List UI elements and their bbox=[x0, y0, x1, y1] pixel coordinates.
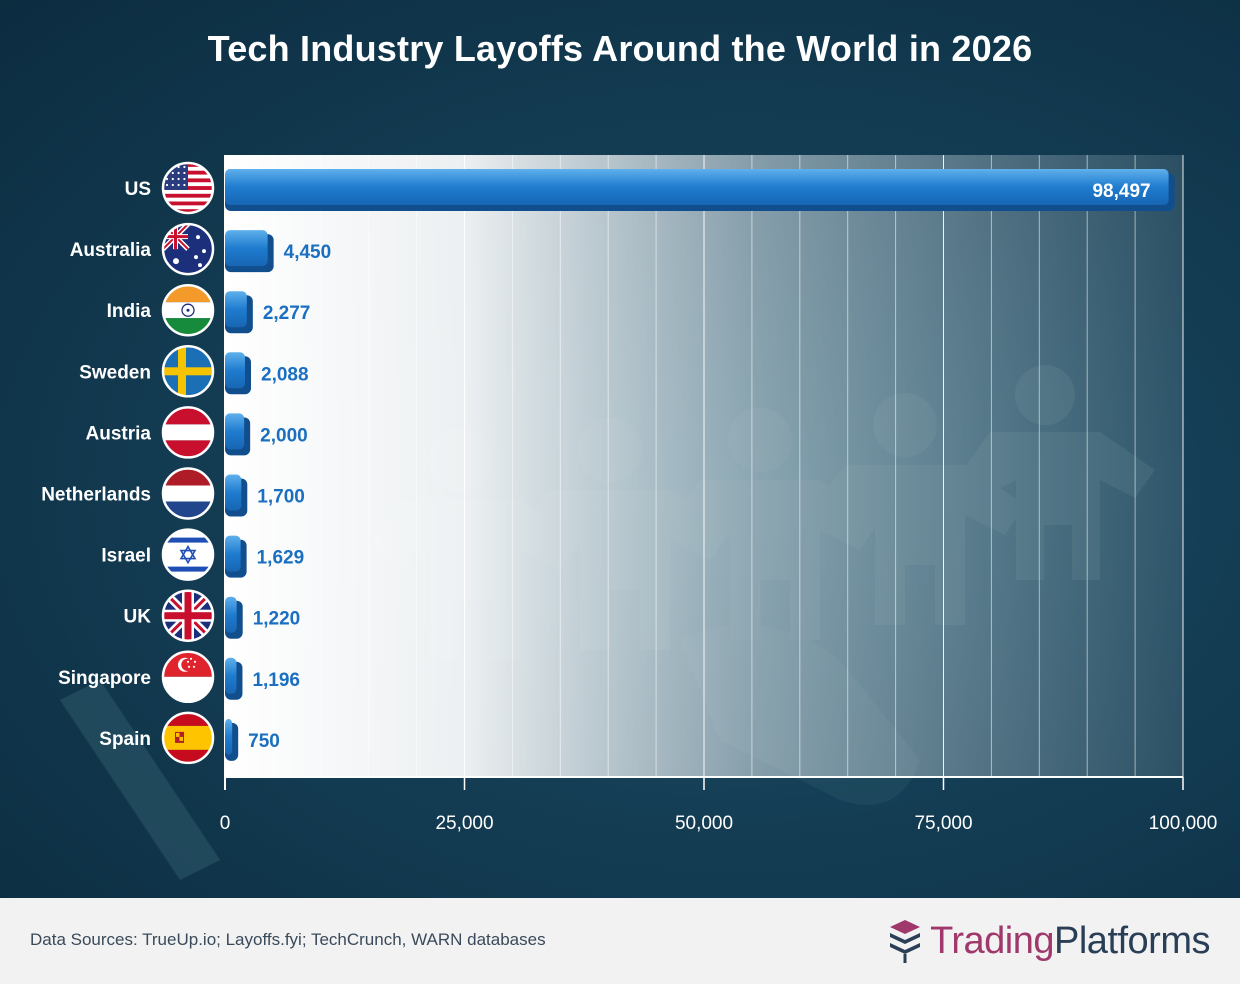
value-label: 1,220 bbox=[253, 609, 301, 630]
sweden-flag-icon bbox=[161, 345, 215, 398]
bar-face bbox=[225, 657, 237, 694]
brand-logo[interactable]: TradingPlatforms bbox=[888, 916, 1210, 966]
bar-us: 98,497 bbox=[225, 169, 1175, 211]
value-label: 750 bbox=[248, 731, 280, 752]
bar-face bbox=[225, 169, 1169, 205]
bar-uk: 1,220 bbox=[225, 596, 301, 639]
bar-face bbox=[225, 352, 246, 389]
chart-stage: Tech Industry Layoffs Around the World i… bbox=[0, 0, 1240, 898]
x-tick-label: 75,000 bbox=[914, 813, 972, 834]
bar-singapore: 1,196 bbox=[225, 657, 300, 700]
category-label: Austria bbox=[86, 423, 152, 444]
netherlands-flag-icon bbox=[161, 467, 215, 520]
x-tick-label: 100,000 bbox=[1149, 813, 1218, 834]
bar-face bbox=[225, 230, 268, 267]
category-label: Singapore bbox=[58, 668, 151, 689]
australia-flag-icon bbox=[161, 222, 215, 276]
austria-flag-icon bbox=[161, 406, 215, 459]
x-ticks: 0 25,000 50,000 75,000 100,000 bbox=[220, 777, 1218, 834]
us-flag-icon bbox=[161, 161, 215, 215]
bar-face bbox=[225, 413, 245, 450]
category-label: Spain bbox=[99, 729, 151, 750]
bar-chart: 0 25,000 50,000 75,000 100,000 98,497 4,450 2,… bbox=[41, 155, 1218, 834]
value-label: 98,497 bbox=[1092, 181, 1150, 202]
bar-spain: 750 bbox=[225, 718, 280, 761]
x-tick-label: 25,000 bbox=[435, 813, 493, 834]
uk-flag-icon bbox=[161, 589, 215, 642]
value-label: 2,088 bbox=[261, 364, 309, 385]
category-label: India bbox=[107, 301, 152, 322]
value-label: 1,700 bbox=[257, 487, 305, 508]
israel-flag-icon bbox=[161, 528, 215, 581]
spain-flag-icon bbox=[161, 711, 215, 765]
category-label: Netherlands bbox=[41, 485, 151, 506]
value-label: 4,450 bbox=[284, 242, 332, 263]
bar-face bbox=[225, 718, 233, 755]
category-label: Australia bbox=[70, 240, 152, 261]
footer: Data Sources: TrueUp.io; Layoffs.fyi; Te… bbox=[0, 898, 1240, 984]
category-label: Sweden bbox=[79, 362, 151, 383]
value-label: 1,196 bbox=[252, 670, 300, 691]
bar-sweden: 2,088 bbox=[225, 352, 309, 395]
x-tick-label: 0 bbox=[220, 813, 231, 834]
bar-face bbox=[225, 596, 237, 633]
brand-part-trading: Trading bbox=[930, 919, 1055, 962]
category-label: Israel bbox=[101, 546, 151, 567]
value-label: 1,629 bbox=[257, 548, 305, 569]
flags bbox=[161, 161, 215, 765]
bar-face bbox=[225, 291, 247, 328]
bar-austria: 2,000 bbox=[225, 413, 308, 456]
category-label: UK bbox=[124, 607, 152, 628]
brand-part-platforms: Platforms bbox=[1054, 919, 1210, 962]
value-label: 2,000 bbox=[260, 425, 308, 446]
bar-face bbox=[225, 474, 242, 511]
gridlines bbox=[272, 155, 1184, 777]
bar-india: 2,277 bbox=[225, 291, 311, 334]
brand-name: TradingPlatforms bbox=[930, 920, 1210, 963]
bar-israel: 1,629 bbox=[225, 535, 305, 578]
stacked-layers-icon bbox=[890, 920, 921, 963]
bar-australia: 4,450 bbox=[225, 230, 332, 273]
x-tick-label: 50,000 bbox=[675, 813, 733, 834]
bars: 98,497 4,450 2,277 2,088 2,000 1,700 1,629 1,22… bbox=[225, 169, 1175, 761]
category-label: US bbox=[125, 179, 151, 200]
data-source-note: Data Sources: TrueUp.io; Layoffs.fyi; Te… bbox=[30, 930, 546, 949]
chart-title: Tech Industry Layoffs Around the World i… bbox=[207, 28, 1033, 69]
bar-netherlands: 1,700 bbox=[225, 474, 305, 517]
bar-face bbox=[225, 535, 241, 572]
singapore-flag-icon bbox=[161, 650, 215, 704]
category-labels: US Australia India Sweden Austria Netherlands… bbox=[41, 179, 151, 750]
india-flag-icon bbox=[161, 283, 215, 337]
value-label: 2,277 bbox=[263, 303, 311, 324]
